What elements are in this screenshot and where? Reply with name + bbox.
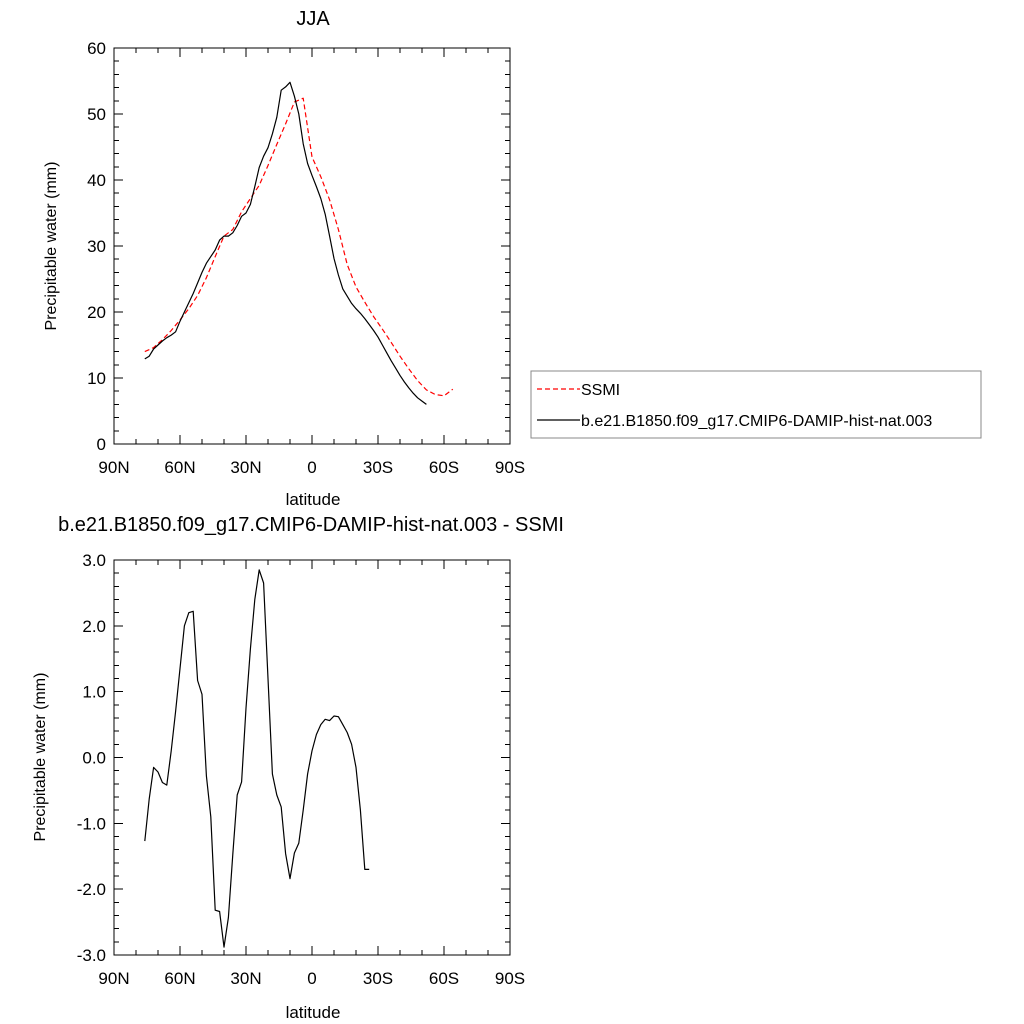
chart-title: JJA — [296, 8, 330, 30]
legend: SSMI b.e21.B1850.f09_g17.CMIP6-DAMIP-his… — [530, 370, 982, 439]
y-axis-label: Precipitable water (mm) — [43, 162, 60, 331]
y-tick-label: 40 — [87, 171, 106, 190]
y-tick-label: -3.0 — [77, 946, 106, 965]
y-tick-label: 20 — [87, 303, 106, 322]
x-tick-label: 60N — [164, 969, 195, 988]
bottom-chart-panel: b.e21.B1850.f09_g17.CMIP6-DAMIP-hist-nat… — [32, 514, 564, 1022]
y-tick-label: 0 — [97, 435, 106, 454]
y-tick-label: -2.0 — [77, 880, 106, 899]
x-tick-label: 30N — [230, 458, 261, 477]
series-layer — [144, 569, 370, 948]
x-tick-label: 0 — [307, 458, 316, 477]
y-tick-label: 2.0 — [82, 617, 106, 636]
y-tick-label: 60 — [87, 39, 106, 58]
x-tick-label: 0 — [307, 969, 316, 988]
y-tick-label: 10 — [87, 369, 106, 388]
x-tick-label: 60N — [164, 458, 195, 477]
y-tick-label: 30 — [87, 237, 106, 256]
x-tick-label: 60S — [429, 458, 459, 477]
y-tick-label: -1.0 — [77, 814, 106, 833]
x-tick-label: 90N — [98, 969, 129, 988]
x-axis-label: latitude — [286, 1003, 341, 1022]
series-line-model — [144, 81, 427, 405]
top-chart-panel: JJA 90N 60N 30N 0 30S 60S 90S 0 10 20 30 40 50 60 lat… — [43, 8, 982, 509]
x-tick-label: 30N — [230, 969, 261, 988]
series-layer — [144, 81, 454, 405]
legend-box — [530, 370, 982, 439]
x-axis-label: latitude — [286, 490, 341, 509]
x-tick-label: 90S — [495, 969, 525, 988]
y-tick-label: 0.0 — [82, 749, 106, 768]
y-tick-label: 50 — [87, 105, 106, 124]
series-line-ssmi — [144, 97, 454, 397]
axes-frame: 90N 60N 30N 0 30S 60S 90S -3.0 -2.0 -1.0 0.0 1.0 2.0… — [77, 551, 525, 988]
plot-frame — [113, 559, 511, 956]
y-tick-label: 3.0 — [82, 551, 106, 570]
x-tick-label: 30S — [363, 458, 393, 477]
x-tick-label: 90S — [495, 458, 525, 477]
y-axis-label: Precipitable water (mm) — [32, 673, 49, 842]
x-tick-label: 60S — [429, 969, 459, 988]
difference-chart-title: b.e21.B1850.f09_g17.CMIP6-DAMIP-hist-nat… — [58, 514, 564, 536]
x-tick-label: 30S — [363, 969, 393, 988]
legend-label-model: b.e21.B1850.f09_g17.CMIP6-DAMIP-hist-nat… — [581, 413, 932, 430]
legend-label-ssmi: SSMI — [581, 382, 620, 399]
x-tick-label: 90N — [98, 458, 129, 477]
plot-frame — [113, 47, 511, 445]
axes-frame: 90N 60N 30N 0 30S 60S 90S 0 10 20 30 40 50 60 — [87, 39, 525, 477]
series-line-difference — [144, 569, 370, 948]
y-tick-label: 1.0 — [82, 683, 106, 702]
